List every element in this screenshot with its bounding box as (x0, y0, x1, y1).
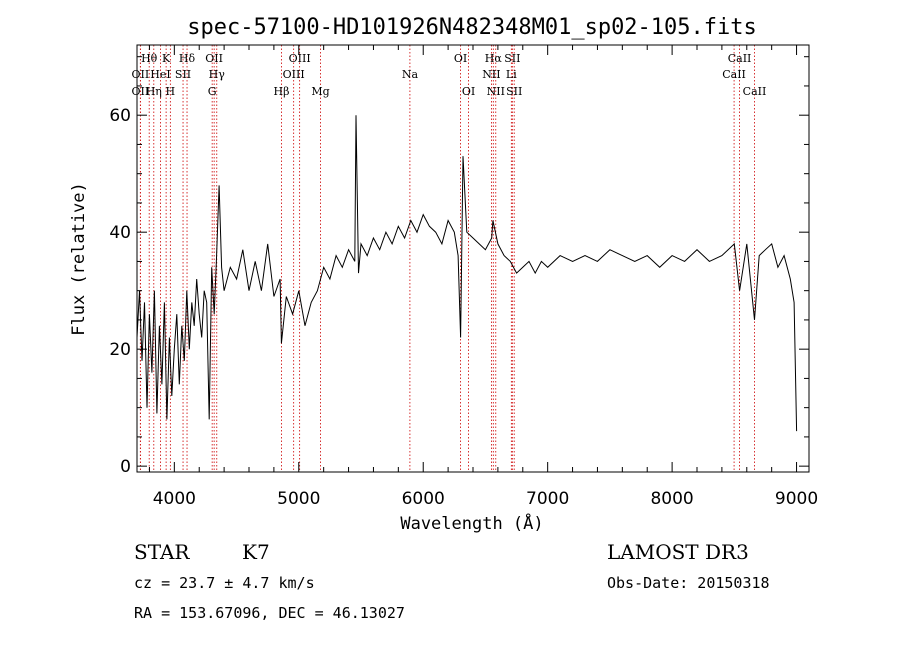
line-label-4: HeI (150, 68, 170, 81)
observation-date: Obs-Date: 20150318 (607, 574, 770, 592)
line-label-15: Mg (311, 85, 329, 98)
y-tick-label-2: 40 (109, 223, 131, 243)
line-label-5: K (162, 52, 171, 65)
y-tick-label-0: 0 (120, 457, 131, 477)
line-label-16: Na (402, 68, 419, 81)
line-label-2: OII (132, 85, 150, 98)
x-axis-label: Wavelength (Å) (400, 512, 543, 534)
line-label-24: SII (506, 85, 522, 98)
x-axis: 4000 5000 6000 7000 8000 9000 (148, 45, 818, 509)
line-label-19: Hα (485, 52, 503, 65)
line-markers (139, 45, 755, 472)
x-tick-label-0: 4000 (153, 489, 196, 509)
object-class: STAR (134, 540, 190, 564)
x-tick-label-3: 7000 (526, 489, 569, 509)
line-label-18: OI (462, 85, 475, 98)
line-label-13: OIII (283, 68, 305, 81)
chart-title: spec-57100-HD101926N482348M01_sp02-105.f… (187, 15, 757, 40)
line-label-3: Hη (146, 85, 162, 98)
survey-name: LAMOST DR3 (607, 540, 749, 564)
line-label-10: Hγ (209, 68, 226, 81)
line-label-6: H (166, 85, 176, 98)
line-label-0: Hθ (141, 52, 158, 65)
line-label-22: SII (504, 52, 520, 65)
line-label-1: OII (132, 68, 150, 81)
line-label-9: OII (205, 52, 223, 65)
y-axis-label: Flux (relative) (69, 182, 89, 336)
spectrum-line (136, 115, 798, 432)
x-tick-label-1: 5000 (277, 489, 320, 509)
y-tick-label-3: 60 (109, 106, 131, 126)
ra-dec: RA = 153.67096, DEC = 46.13027 (134, 604, 405, 622)
y-tick-label-1: 20 (109, 340, 131, 360)
line-label-14: OIII (289, 52, 311, 65)
line-label-25: CaII (728, 52, 752, 65)
line-label-12: Hβ (274, 85, 290, 98)
x-tick-label-4: 8000 (650, 489, 693, 509)
line-label-26: CaII (722, 68, 746, 81)
object-subclass: K7 (242, 540, 270, 564)
line-label-21: NII (487, 85, 505, 98)
redshift-cz: cz = 23.7 ± 4.7 km/s (134, 574, 315, 592)
y-axis: 0 20 40 60 (109, 56, 809, 477)
line-label-11: G (208, 85, 217, 98)
x-tick-label-2: 6000 (402, 489, 445, 509)
line-label-23: Li (506, 68, 517, 81)
x-tick-label-5: 9000 (775, 489, 818, 509)
line-label-20: NII (482, 68, 500, 81)
line-label-8: Hδ (179, 52, 196, 65)
plot-frame (136, 44, 810, 473)
line-label-27: CaII (743, 85, 767, 98)
line-label-17: OI (454, 52, 467, 65)
line-label-7: SII (175, 68, 191, 81)
